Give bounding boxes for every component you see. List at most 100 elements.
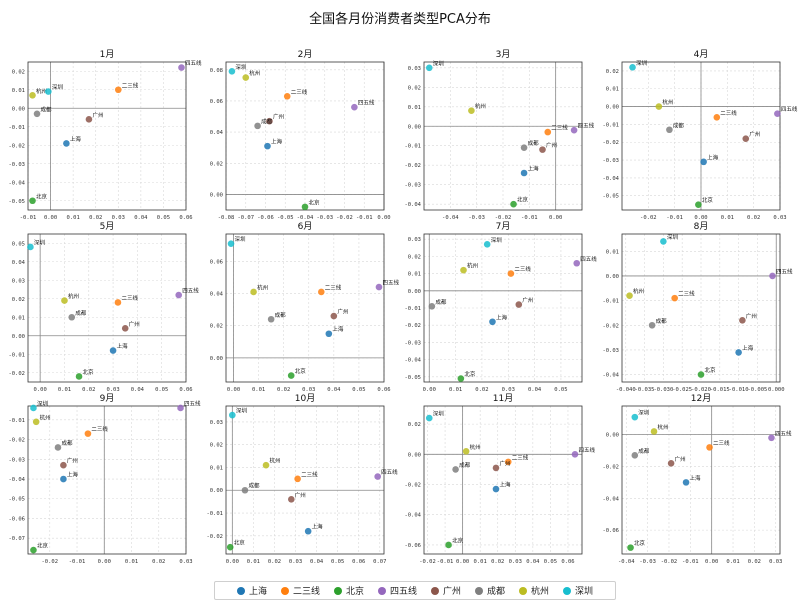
- x-tick-label: 0.02: [748, 559, 761, 565]
- x-tick-label: -0.02: [336, 215, 353, 221]
- point-label: 广州: [522, 296, 533, 304]
- y-tick-label: -0.04: [404, 202, 421, 208]
- point-label: 北京: [295, 367, 307, 375]
- x-tick-label: 0.03: [289, 559, 302, 565]
- data-point: [573, 259, 581, 267]
- data-point: [175, 291, 183, 299]
- point-label: 四五线: [381, 468, 398, 476]
- data-point: [267, 315, 275, 323]
- point-label: 二三线: [291, 88, 308, 96]
- data-point: [318, 288, 325, 296]
- point-label: 深圳: [638, 409, 650, 417]
- y-tick-label: -0.06: [602, 528, 619, 534]
- x-tick-label: -0.040: [616, 387, 636, 393]
- x-tick-label: 0.04: [134, 215, 148, 221]
- y-tick-label: 0.01: [606, 249, 619, 255]
- point-label: 广州: [749, 130, 760, 138]
- x-tick-label: -0.02: [640, 215, 657, 221]
- legend-swatch: [431, 586, 439, 595]
- point-label: 深圳: [52, 83, 64, 91]
- point-label: 四五线: [776, 267, 793, 275]
- point-label: 深圳: [34, 238, 46, 246]
- y-tick-label: 0.06: [210, 259, 223, 265]
- data-point: [460, 266, 467, 274]
- point-label: 成都: [248, 482, 260, 490]
- plot-frame: [621, 233, 781, 383]
- point-label: 成都: [656, 317, 668, 325]
- point-label: 深圳: [37, 399, 49, 407]
- point-label: 四五线: [185, 59, 202, 67]
- data-point: [666, 126, 673, 134]
- x-tick-label: 0.01: [449, 387, 462, 393]
- data-point: [60, 475, 67, 483]
- y-tick-label: -0.01: [404, 144, 421, 150]
- x-tick-label: 0.01: [721, 215, 734, 221]
- data-point: [631, 413, 639, 421]
- data-point: [774, 110, 781, 118]
- data-point: [445, 541, 452, 549]
- point-label: 二三线: [122, 81, 139, 89]
- point-label: 二三线: [121, 294, 138, 302]
- data-point: [241, 486, 249, 494]
- subplot-title: 1月: [100, 49, 115, 60]
- x-tick-label: 0.02: [277, 387, 290, 393]
- subplot-title: 3月: [496, 49, 511, 60]
- point-label: 成都: [459, 461, 471, 469]
- data-point: [283, 92, 291, 100]
- y-tick-label: -0.01: [206, 511, 223, 517]
- y-tick-label: -0.03: [8, 162, 25, 168]
- x-tick-label: -0.03: [468, 215, 485, 221]
- x-tick-label: 0.04: [327, 387, 341, 393]
- point-label: 四五线: [578, 122, 595, 130]
- y-tick-label: 0.00: [606, 433, 619, 439]
- subplot: 11月-0.02 -0.01 0.00 0.01 0.02 0.03 0.04 0.05 0.0…: [404, 393, 595, 565]
- subplot-title: 2月: [298, 49, 313, 60]
- data-point: [452, 466, 459, 473]
- y-tick-label: -0.04: [404, 513, 421, 519]
- point-label: 深圳: [235, 63, 247, 71]
- point-label: 上海: [499, 481, 511, 489]
- point-label: 成都: [673, 121, 685, 129]
- legend-item: 成都: [475, 584, 505, 597]
- data-point: [520, 144, 528, 151]
- point-label: 二三线: [301, 470, 318, 478]
- y-tick-label: -0.04: [602, 176, 619, 182]
- data-point: [229, 411, 236, 419]
- y-tick-label: -0.01: [404, 306, 421, 312]
- y-tick-label: -0.02: [602, 323, 619, 329]
- point-label: 成都: [41, 105, 53, 113]
- legend: 上海 二三线 北京 四五线 广州 成都 杭州 深圳: [214, 581, 616, 600]
- point-label: 北京: [452, 536, 464, 544]
- subplot-title: 11月: [493, 393, 513, 404]
- y-tick-label: -0.02: [602, 140, 619, 146]
- legend-item: 广州: [431, 584, 461, 597]
- legend-swatch: [519, 586, 528, 595]
- x-tick-label: -0.01: [682, 559, 699, 565]
- y-tick-label: -0.02: [404, 483, 421, 489]
- data-point: [227, 240, 235, 247]
- y-tick-label: 0.02: [12, 69, 25, 75]
- data-point: [739, 317, 746, 324]
- point-label: 上海: [690, 474, 702, 482]
- x-tick-label: -0.02: [495, 215, 512, 221]
- x-tick-label: 0.00: [705, 559, 718, 565]
- y-tick-label: 0.01: [12, 315, 25, 321]
- data-point: [650, 428, 658, 435]
- x-tick-label: -0.01: [437, 559, 454, 565]
- legend-swatch: [377, 586, 386, 595]
- subplot: 8月-0.040-0.035-0.030-0.025-0.020-0.015-0…: [602, 221, 793, 393]
- y-tick-label: 0.02: [210, 161, 223, 167]
- point-label: 二三线: [325, 283, 342, 291]
- point-label: 杭州: [475, 102, 486, 110]
- y-tick-label: -0.04: [602, 496, 619, 502]
- y-tick-label: -0.07: [8, 536, 25, 542]
- data-point: [504, 458, 512, 466]
- x-tick-label: 0.03: [502, 387, 515, 393]
- y-tick-label: 0.06: [210, 99, 223, 105]
- x-tick-label: 0.06: [561, 559, 574, 565]
- x-tick-label: 0.05: [155, 387, 168, 393]
- data-point: [462, 448, 470, 455]
- point-label: 北京: [702, 196, 714, 204]
- x-tick-label: 0.00: [456, 559, 469, 565]
- x-tick-label: -0.02: [419, 559, 436, 565]
